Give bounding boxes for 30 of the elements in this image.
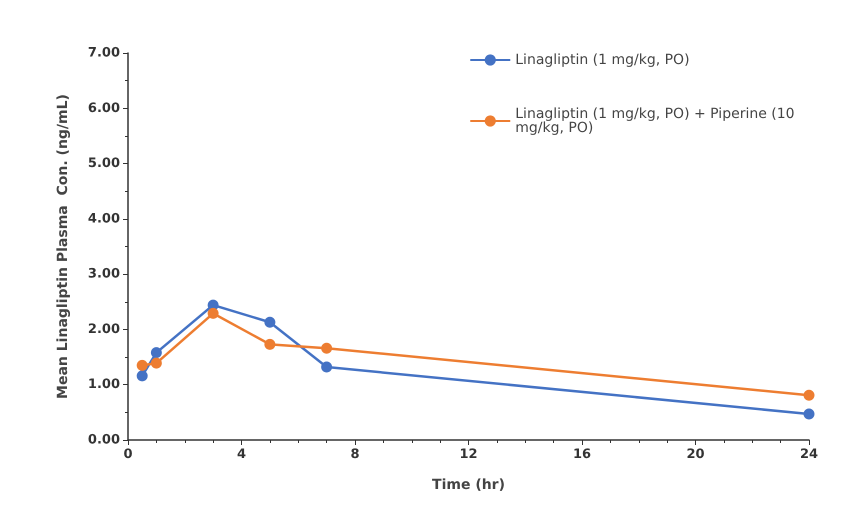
point bbox=[804, 408, 814, 420]
point bbox=[804, 390, 814, 401]
point bbox=[208, 308, 219, 319]
x-tick-label: 20 bbox=[686, 447, 705, 462]
y-tick-label: 2.00 bbox=[88, 322, 120, 337]
x-tick-label: 12 bbox=[459, 447, 478, 462]
y-tick-label: 0.00 bbox=[88, 432, 120, 448]
point bbox=[321, 342, 332, 354]
x-tick-label: 0 bbox=[123, 447, 133, 462]
x-tick-label: 8 bbox=[350, 447, 360, 462]
x-tick-label: 24 bbox=[800, 447, 818, 462]
y-tick-label: 5.00 bbox=[88, 156, 120, 172]
x-axis-title: Time (hr) bbox=[432, 477, 505, 493]
y-axis-title: Mean Linagliptin Plasma Con. (ng/mL) bbox=[55, 94, 71, 399]
point bbox=[264, 338, 276, 350]
point bbox=[136, 370, 148, 382]
point bbox=[150, 347, 162, 358]
point bbox=[321, 362, 332, 373]
legend-label: Linagliptin (1 mg/kg, PO) + Piperine (10 mg/kg, PO) bbox=[515, 106, 800, 136]
y-tick-label: 6.00 bbox=[88, 100, 120, 116]
point bbox=[150, 358, 162, 369]
x-tick-label: 4 bbox=[236, 447, 246, 462]
y-tick-label: 3.00 bbox=[88, 266, 120, 282]
x-tick-label: 16 bbox=[572, 447, 592, 462]
y-tick-label: 1.00 bbox=[88, 377, 120, 392]
y-tick-label: 7.00 bbox=[88, 46, 120, 60]
point bbox=[136, 360, 148, 371]
legend-label: Linagliptin (1 mg/kg, PO) bbox=[515, 52, 690, 68]
point bbox=[264, 316, 276, 328]
y-tick-label: 4.00 bbox=[88, 211, 120, 226]
